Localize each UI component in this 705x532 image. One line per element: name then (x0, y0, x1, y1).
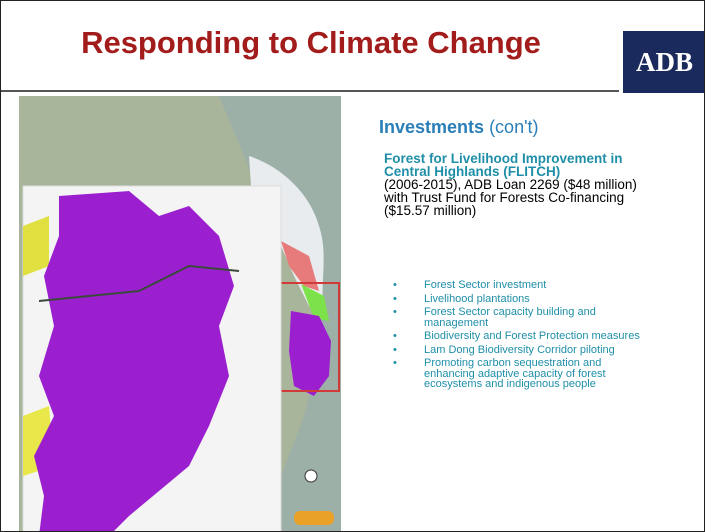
bullet-item: Livelihood plantations (424, 294, 643, 305)
emblem (294, 511, 334, 525)
bullet-list: Forest Sector investment Livelihood plant… (393, 280, 643, 393)
project: Forest for Livelihood Improvement in Cen… (384, 152, 639, 217)
bullet-item: Promoting carbon sequestration and enhan… (424, 358, 643, 390)
heading-note: (con't) (489, 117, 538, 137)
project-details: (2006-2015), ADB Loan 2269 ($48 million)… (384, 177, 637, 218)
project-name: Forest for Livelihood Improvement in Cen… (384, 152, 639, 178)
bullet-item: Biodiversity and Forest Protection measu… (424, 331, 643, 342)
logo: ADB (623, 31, 705, 93)
bullet-item: Forest Sector investment (424, 280, 643, 291)
emblem (305, 470, 317, 482)
content: Investments (con't) Forest for Livelihoo… (379, 117, 639, 217)
heading-text: Investments (379, 117, 484, 137)
map-image (19, 96, 341, 532)
heading: Investments (con't) (379, 117, 639, 138)
region-yellow (23, 216, 49, 276)
slide-title: Responding to Climate Change (1, 25, 621, 61)
title-rule (1, 90, 619, 92)
bullet-item: Forest Sector capacity building and mana… (424, 307, 643, 328)
bullet-item: Lam Dong Biodiversity Corridor piloting (424, 345, 643, 356)
slide: Responding to Climate Change ADB Investm… (0, 0, 705, 532)
